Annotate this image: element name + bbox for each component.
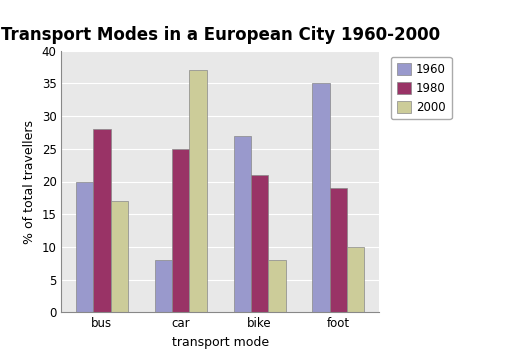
Bar [312, 83, 330, 312]
Bar [155, 260, 172, 312]
Bar [330, 188, 347, 312]
Bar [189, 70, 207, 312]
Bar [76, 182, 93, 312]
Bar [347, 247, 365, 312]
Bar [251, 175, 268, 312]
Bar [233, 136, 251, 312]
Legend: 1960, 1980, 2000: 1960, 1980, 2000 [391, 57, 452, 119]
Bar [93, 129, 111, 312]
Title: Transport Modes in a European City 1960-2000: Transport Modes in a European City 1960-… [1, 26, 440, 44]
Bar [172, 149, 189, 312]
X-axis label: transport mode: transport mode [172, 336, 269, 348]
Bar [111, 201, 128, 312]
Bar [268, 260, 286, 312]
Y-axis label: % of total travellers: % of total travellers [23, 119, 36, 244]
